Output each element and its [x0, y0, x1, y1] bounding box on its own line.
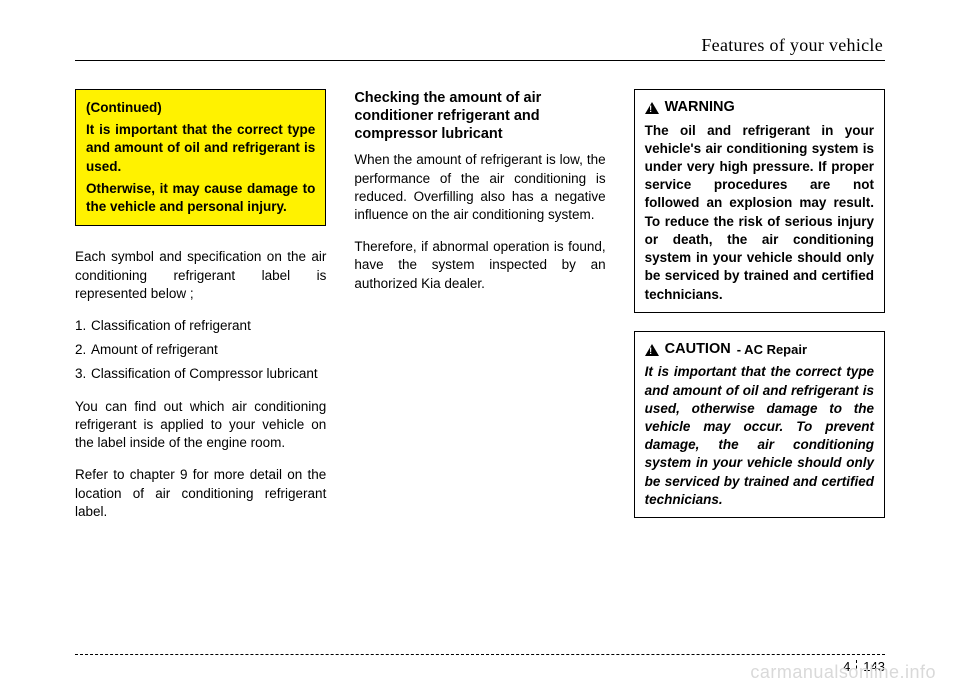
watermark: carmanualsonline.info [750, 662, 936, 683]
section-header: Features of your vehicle [75, 35, 885, 56]
warning-icon [645, 102, 659, 114]
refrigerant-list: 1. Classification of refrigerant 2. Amou… [75, 317, 326, 384]
list-number: 1. [75, 317, 91, 335]
col2-heading: Checking the amount of air conditioner r… [354, 89, 605, 143]
column-3: WARNING The oil and refrigerant in your … [634, 89, 885, 536]
col1-para-1: Each symbol and specification on the air… [75, 248, 326, 303]
column-2: Checking the amount of air conditioner r… [354, 89, 605, 536]
list-number: 3. [75, 365, 91, 383]
continued-label: (Continued) [86, 99, 315, 117]
warning-body: The oil and refrigerant in your vehicle'… [645, 122, 874, 304]
continued-box: (Continued) It is important that the cor… [75, 89, 326, 226]
col2-para-1: When the amount of refrigerant is low, t… [354, 151, 605, 224]
caution-body: It is important that the correct type an… [645, 363, 874, 509]
warning-title-row: WARNING [645, 98, 874, 118]
caution-subtitle: - AC Repair [737, 341, 807, 359]
header-rule [75, 60, 885, 61]
list-item: 2. Amount of refrigerant [75, 341, 326, 359]
list-text: Classification of Compressor lubricant [91, 365, 326, 383]
list-text: Classification of refrigerant [91, 317, 326, 335]
col2-para-2: Therefore, if abnormal operation is foun… [354, 238, 605, 293]
caution-icon [645, 344, 659, 356]
caution-title: CAUTION [665, 340, 731, 360]
col1-para-2: You can find out which air conditioning … [75, 398, 326, 453]
list-item: 1. Classification of refrigerant [75, 317, 326, 335]
warning-title: WARNING [665, 98, 735, 118]
col1-para-3: Refer to chapter 9 for more detail on th… [75, 466, 326, 521]
continued-text-2: Otherwise, it may cause damage to the ve… [86, 180, 315, 216]
column-1: (Continued) It is important that the cor… [75, 89, 326, 536]
page-content: Features of your vehicle (Continued) It … [75, 35, 885, 655]
page-footer: 4 143 [75, 654, 885, 661]
columns: (Continued) It is important that the cor… [75, 89, 885, 536]
list-text: Amount of refrigerant [91, 341, 326, 359]
caution-box: CAUTION - AC Repair It is important that… [634, 331, 885, 518]
list-number: 2. [75, 341, 91, 359]
warning-box: WARNING The oil and refrigerant in your … [634, 89, 885, 313]
caution-title-row: CAUTION - AC Repair [645, 340, 874, 360]
list-item: 3. Classification of Compressor lubrican… [75, 365, 326, 383]
continued-text-1: It is important that the correct type an… [86, 121, 315, 176]
